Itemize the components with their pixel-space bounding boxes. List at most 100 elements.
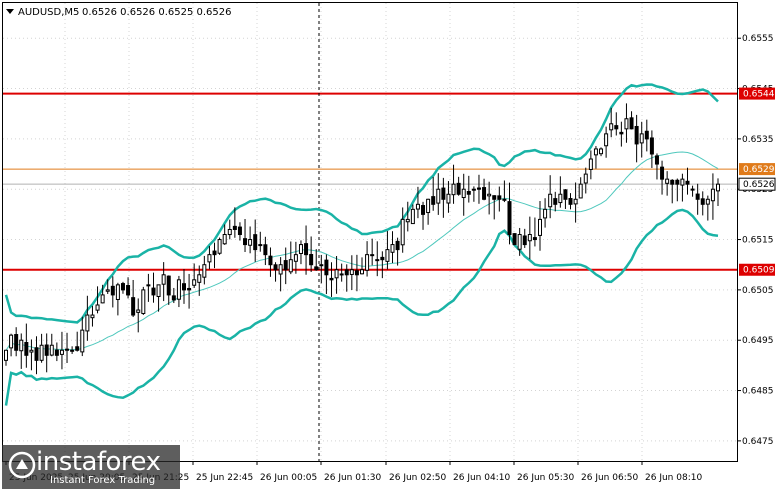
candle	[80, 316, 85, 357]
candle	[716, 178, 720, 207]
candle	[680, 173, 685, 202]
candle	[568, 193, 573, 210]
candle	[131, 279, 136, 318]
candle	[207, 246, 212, 270]
candle	[675, 178, 680, 202]
x-tick-label: 26 Jun 02:50	[389, 473, 446, 483]
y-tick-label: 0.6505	[742, 286, 774, 296]
candle	[354, 254, 359, 292]
candle	[85, 295, 90, 341]
candle	[563, 189, 568, 209]
x-tick-label: 25 Jun 22:45	[196, 473, 253, 483]
level-label-0.6509: 0.6509	[743, 266, 775, 276]
candle	[705, 195, 710, 221]
candle	[660, 160, 665, 195]
x-tick-label: 26 Jun 06:50	[581, 473, 638, 483]
x-tick-label: 26 Jun 01:30	[324, 473, 381, 483]
level-label-bg	[739, 163, 775, 176]
candle	[461, 173, 466, 216]
candle	[90, 305, 95, 327]
candle	[685, 167, 690, 195]
chart-collapse-icon[interactable]	[6, 9, 14, 14]
candle	[151, 272, 156, 303]
candle	[59, 331, 64, 370]
y-tick-label: 0.6555	[742, 34, 774, 44]
candle	[314, 249, 319, 271]
candle	[614, 112, 619, 136]
candle	[187, 273, 192, 309]
candle	[182, 269, 186, 304]
candle	[380, 251, 385, 279]
candle	[421, 201, 426, 230]
x-tick-label: 26 Jun 00:05	[260, 473, 317, 483]
candle	[471, 186, 476, 202]
candle	[385, 231, 390, 270]
candle	[34, 336, 39, 375]
candle	[54, 342, 59, 362]
candle	[517, 227, 522, 256]
candle	[263, 236, 268, 266]
candle	[9, 333, 14, 357]
instaforex-logo: instaforex Instant Forex Trading	[2, 445, 180, 489]
candle	[553, 191, 558, 212]
instaforex-logo-icon	[8, 451, 36, 479]
candle	[436, 173, 441, 215]
candle	[293, 241, 298, 274]
candle	[319, 254, 324, 284]
candle	[278, 257, 283, 292]
level-labels: 0.6544 0.6529 0.6526 0.6509	[738, 87, 776, 276]
level-label-0.6544: 0.6544	[743, 90, 775, 100]
candle	[329, 262, 334, 297]
candle	[604, 126, 609, 158]
level-label-bg	[739, 263, 775, 276]
candle	[141, 286, 146, 315]
candle	[171, 287, 176, 304]
candle	[390, 231, 395, 264]
candle	[451, 164, 456, 204]
candle	[212, 242, 217, 269]
level-label-bg	[738, 177, 776, 191]
lower-band-line	[4, 208, 719, 406]
candle	[324, 254, 329, 295]
candle	[415, 186, 420, 219]
level-label-0.6526: 0.6526	[743, 180, 775, 190]
candle	[624, 103, 629, 143]
candle	[65, 332, 70, 363]
candle	[583, 167, 588, 194]
candle	[283, 247, 288, 285]
x-tick-label: 26 Jun 04:10	[453, 473, 510, 483]
candle	[700, 191, 705, 216]
candle	[502, 180, 507, 203]
candle	[619, 121, 624, 147]
candle	[405, 201, 410, 232]
candle	[446, 181, 451, 213]
candle	[44, 333, 49, 373]
candle	[410, 204, 415, 225]
candle	[156, 284, 161, 312]
level-label-0.6529: 0.6529	[743, 165, 775, 175]
candle	[654, 153, 659, 180]
candle	[639, 121, 644, 158]
candle	[49, 333, 54, 357]
upper-band-line	[4, 83, 719, 324]
candle	[634, 114, 639, 163]
candle	[339, 263, 344, 282]
candle	[217, 237, 222, 255]
candle	[349, 255, 354, 291]
candle	[670, 179, 675, 204]
candle	[644, 119, 649, 152]
candle	[588, 150, 593, 180]
candle	[527, 216, 532, 260]
candles	[4, 103, 720, 375]
candle	[120, 281, 125, 294]
candle	[253, 219, 258, 262]
chart-grid	[3, 3, 737, 461]
candle	[507, 182, 512, 245]
candle	[665, 171, 670, 196]
candle	[70, 346, 75, 354]
candle	[476, 174, 481, 204]
candle	[599, 147, 604, 157]
candle	[95, 286, 100, 314]
candle	[497, 186, 502, 212]
